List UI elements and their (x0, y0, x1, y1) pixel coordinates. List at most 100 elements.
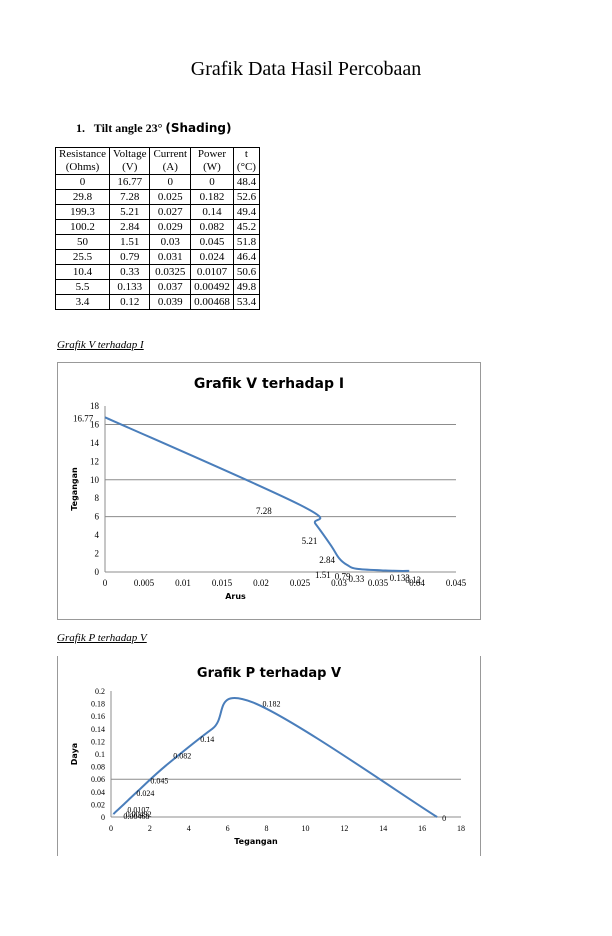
cell-current: 0.03 (149, 234, 192, 250)
cell-power: 0.0107 (190, 264, 234, 280)
x-tick-label: 18 (457, 824, 465, 833)
cell-resistance: 25.5 (54, 249, 111, 265)
table-row: 100.2 2.84 0.029 0.082 45.2 (54, 219, 261, 235)
header-line: Current (153, 148, 188, 160)
cell-power: 0.045 (190, 234, 234, 250)
cell-resistance: 29.8 (54, 189, 111, 205)
table-row: 25.5 0.79 0.031 0.024 46.4 (54, 249, 261, 265)
cell-current: 0.027 (149, 204, 192, 220)
cell-power: 0 (190, 174, 234, 190)
cell-voltage: 1.51 (109, 234, 151, 250)
data-label: 2.84 (319, 555, 335, 565)
cell-voltage: 0.79 (109, 249, 151, 265)
chart-title: Grafik V terhadap I (194, 376, 344, 392)
header-resistance: Resistance (Ohms) (54, 147, 111, 175)
cell-current: 0.039 (149, 294, 192, 310)
y-tick-label: 0.04 (91, 788, 105, 797)
table-header-row: Resistance (Ohms) Voltage (V) Current (A) P… (54, 147, 261, 175)
y-tick-label: 12 (90, 456, 99, 466)
section-heading: 1. Tilt angle 23° (Shading) (76, 121, 231, 136)
data-label: 0.0107 (127, 805, 149, 814)
y-tick-label: 18 (90, 401, 100, 411)
cell-resistance: 5.5 (54, 279, 111, 295)
cell-current: 0 (149, 174, 192, 190)
y-tick-label: 16 (90, 419, 100, 429)
x-tick-label: 0.015 (212, 578, 233, 588)
data-label: 0.00468 (123, 812, 149, 821)
table-row: 29.8 7.28 0.025 0.182 52.6 (54, 189, 261, 205)
data-label: 7.28 (256, 506, 272, 516)
table-row: 50 1.51 0.03 0.045 51.8 (54, 234, 261, 250)
series-line (104, 416, 410, 572)
cell-voltage: 0.133 (109, 279, 151, 295)
header-unit: (°C) (236, 161, 256, 173)
cell-power: 0.14 (190, 204, 234, 220)
y-tick-label: 2 (95, 549, 100, 559)
cell-temperature: 52.6 (232, 189, 261, 205)
chart-v-vs-i: Grafik V terhadap I 0 2 4 6 8 10 12 14 16 18 0 0.005… (57, 362, 481, 620)
header-unit: (Ohms) (65, 161, 100, 173)
cell-resistance: 50 (54, 234, 111, 250)
cell-power: 0.00468 (190, 294, 234, 310)
y-tick-label: 0.18 (91, 700, 105, 709)
header-line: Resistance (59, 148, 107, 160)
cell-current: 0.0325 (149, 264, 192, 280)
caption-v-vs-i: Grafik V terhadap I (57, 339, 144, 351)
x-tick-label: 0.01 (175, 578, 191, 588)
data-label: 0.33 (349, 574, 365, 584)
x-tick-label: 0.005 (134, 578, 155, 588)
data-label: 0.024 (136, 789, 154, 798)
chart-p-vs-v-svg: Grafik P terhadap V 0 0.02 0.04 0.06 0.08 0.1 0… (70, 666, 465, 846)
y-tick-label: 8 (95, 493, 100, 503)
x-tick-label: 4 (187, 824, 191, 833)
cell-temperature: 49.4 (232, 204, 261, 220)
data-label: 5.21 (302, 536, 318, 546)
y-tick-label: 0.06 (91, 775, 105, 784)
cell-power: 0.00492 (190, 279, 234, 295)
x-tick-label: 12 (340, 824, 348, 833)
x-tick-label: 2 (148, 824, 152, 833)
cell-voltage: 0.33 (109, 264, 151, 280)
caption-p-vs-v: Grafik P terhadap V (57, 632, 147, 644)
x-tick-label: 0.02 (253, 578, 269, 588)
x-tick-label: 0.035 (368, 578, 389, 588)
data-label: 16.77 (73, 413, 94, 423)
cell-current: 0.029 (149, 219, 192, 235)
x-tick-label: 0.04 (409, 578, 425, 588)
table-row: 0 16.77 0 0 48.4 (54, 174, 261, 190)
x-tick-label: 10 (301, 824, 309, 833)
chart-title: Grafik P terhadap V (197, 666, 341, 681)
cell-temperature: 45.2 (232, 219, 261, 235)
x-tick-label: 0.03 (331, 578, 347, 588)
cell-voltage: 2.84 (109, 219, 151, 235)
y-tick-label: 0.2 (95, 687, 105, 696)
cell-resistance: 10.4 (54, 264, 111, 280)
y-tick-label: 0 (101, 813, 105, 822)
x-axis-label: Tegangan (234, 837, 278, 846)
header-line: Voltage (113, 148, 147, 160)
cell-voltage: 7.28 (109, 189, 151, 205)
header-temperature: t (°C) (232, 147, 261, 175)
header-current: Current (A) (149, 147, 192, 175)
x-tick-label: 0.025 (290, 578, 311, 588)
chart-p-vs-v: Grafik P terhadap V 0 0.02 0.04 0.06 0.08 0.1 0… (57, 656, 481, 856)
cell-current: 0.031 (149, 249, 192, 265)
header-unit: (A) (162, 161, 178, 173)
y-tick-label: 0.1 (95, 750, 105, 759)
data-label: 0.79 (335, 572, 351, 582)
cell-resistance: 199.3 (54, 204, 111, 220)
table-row: 5.5 0.133 0.037 0.00492 49.8 (54, 279, 261, 295)
cell-resistance: 0 (54, 174, 111, 190)
cell-voltage: 0.12 (109, 294, 151, 310)
y-tick-label: 4 (95, 530, 100, 540)
cell-temperature: 46.4 (232, 249, 261, 265)
data-label: 0.00492 (126, 810, 152, 819)
cell-resistance: 3.4 (54, 294, 111, 310)
x-tick-label: 0 (109, 824, 113, 833)
document-title: Grafik Data Hasil Percobaan (190, 58, 422, 80)
y-tick-label: 0.14 (91, 725, 105, 734)
cell-current: 0.037 (149, 279, 192, 295)
cell-temperature: 53.4 (232, 294, 261, 310)
x-tick-label: 0 (103, 578, 108, 588)
y-axis-label: Tegangan (70, 467, 79, 511)
